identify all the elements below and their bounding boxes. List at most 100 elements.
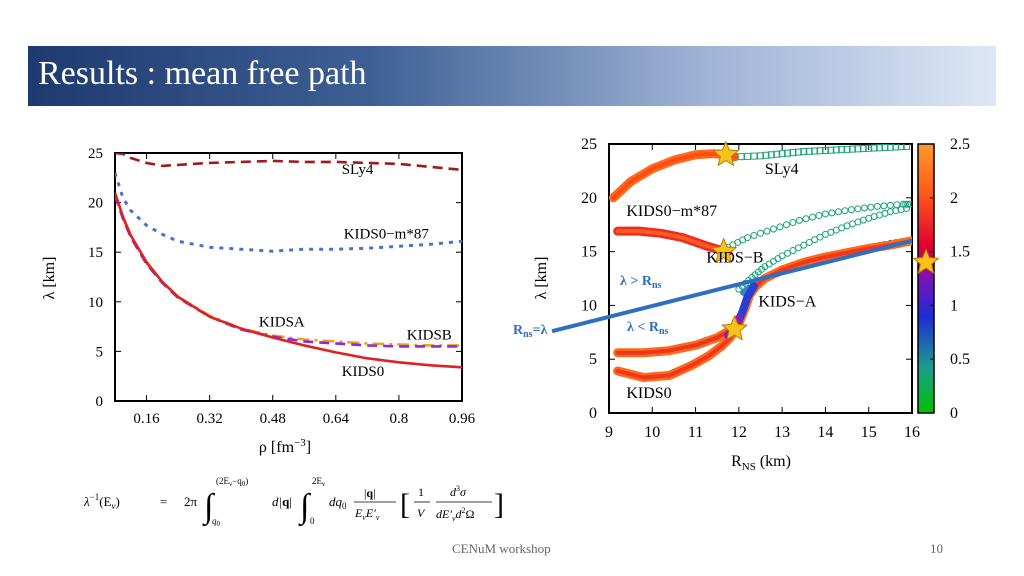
data-point	[904, 200, 912, 208]
data-point	[860, 204, 868, 212]
data-point	[805, 147, 813, 155]
slide-title-bar: Results : mean free path	[28, 46, 996, 106]
colorbar-tick-label: 0.5	[950, 351, 970, 368]
data-point	[859, 145, 867, 153]
data-point	[841, 207, 849, 215]
data-point	[778, 252, 786, 260]
left-y-tick-label: 10	[88, 295, 103, 311]
formula-dq0: dq0	[329, 494, 347, 511]
data-point	[815, 212, 823, 220]
data-point	[767, 151, 775, 159]
data-point	[744, 234, 752, 242]
series-sly4-core	[611, 151, 737, 200]
data-point	[773, 150, 781, 158]
lambda-less-than-rns-annotation: λ < Rns	[627, 320, 669, 337]
mean-free-path-formula: λ−1(Eν) = 2π ∫ (2Eν−q0) q0 d|q| ∫ 2Eν 0 …	[84, 476, 504, 528]
data-point	[784, 249, 792, 257]
data-point	[800, 241, 808, 249]
formula-lhs: λ−1(Eν)	[84, 492, 120, 511]
data-point	[886, 201, 894, 209]
data-point	[821, 146, 829, 154]
data-point	[757, 229, 764, 237]
data-point	[808, 213, 816, 221]
data-point	[802, 215, 810, 223]
left-x-axis-label: ρ [fm−3]	[259, 437, 311, 456]
data-point	[776, 223, 784, 231]
formula-dq: d|q|	[272, 494, 292, 509]
left-plot-frame	[114, 152, 463, 402]
formula-right-bracket: ]	[494, 488, 504, 521]
left-series-group	[115, 153, 462, 369]
right-x-tick-label: 15	[861, 424, 877, 441]
formula-integral-1-lower: q0	[212, 516, 221, 528]
right-y-tick-label: 10	[581, 297, 597, 314]
data-point	[865, 144, 873, 152]
left-x-tick-label: 0.64	[323, 411, 350, 427]
left-y-tick-label: 5	[96, 344, 104, 360]
data-point	[805, 238, 813, 246]
formula-coefficient: 2π	[184, 494, 198, 509]
formula-frac1-den: EνE′ν	[354, 506, 380, 522]
data-point	[789, 219, 797, 227]
rns-equals-lambda-annotation: Rns=λ	[513, 323, 548, 340]
data-point	[834, 208, 842, 216]
right-x-tick-label: 12	[731, 424, 747, 441]
data-point	[795, 216, 803, 224]
right-y-tick-label: 20	[581, 190, 597, 207]
colorbar-tick-label: 2.5	[950, 136, 970, 153]
data-point	[784, 149, 792, 157]
formula-integral-2-lower: 0	[310, 516, 315, 526]
data-point	[870, 144, 878, 152]
data-point	[821, 210, 829, 218]
data-point	[794, 244, 802, 252]
curve-label: KIDS0−m*87	[344, 226, 430, 242]
star-marker	[712, 140, 740, 167]
data-point	[867, 203, 875, 211]
right-curve-labels: SLy4 KIDS0−m*87 KIDS−B KIDS−A KIDS0	[626, 161, 816, 402]
curve-label: KIDS0−m*87	[626, 203, 717, 220]
data-point	[750, 152, 758, 160]
right-plot-frame	[608, 143, 913, 414]
data-point	[811, 147, 819, 155]
data-point	[843, 145, 851, 153]
data-point	[886, 144, 894, 151]
formula-equals: =	[160, 494, 167, 509]
left-curve-labels: SLy4 KIDS0−m*87 KIDSA KIDSB KIDS0	[259, 162, 452, 380]
data-point	[893, 201, 901, 209]
left-y-tick-label: 25	[88, 146, 103, 162]
data-point	[828, 209, 836, 217]
series-kids0-m-87	[115, 172, 462, 253]
mean-free-path-vs-density-chart: 0.16 0.32 0.48 0.64 0.8 0.96 0 5 10 15 20 25 SLy4 KI…	[41, 146, 476, 456]
data-point	[789, 149, 797, 157]
colorbar: 0 0.5 1 1.5 2 2.5	[912, 136, 970, 422]
series-kids-a-lower-core	[615, 327, 735, 355]
right-y-axis-label: λ [km]	[533, 257, 550, 300]
data-point	[892, 144, 900, 151]
curve-label: KIDS0	[626, 385, 671, 402]
data-point	[881, 144, 889, 151]
series-kids0	[115, 192, 462, 369]
colorbar-star-marker	[912, 248, 940, 274]
left-x-tick-label: 0.48	[260, 411, 286, 427]
left-x-tick-label: 0.96	[449, 411, 476, 427]
star-marker	[720, 314, 749, 341]
colorbar-tick-label: 2	[950, 190, 958, 207]
data-point	[847, 206, 855, 214]
data-point	[897, 144, 905, 151]
data-point	[902, 200, 910, 208]
colorbar-tick-label: 0	[950, 405, 958, 422]
rns-equals-lambda-line	[551, 238, 913, 334]
data-point	[880, 202, 888, 210]
data-point	[838, 146, 846, 154]
left-y-tick-label: 20	[88, 196, 103, 212]
data-point	[903, 205, 911, 213]
curve-label: KIDSB	[407, 327, 452, 343]
left-x-tick-label: 0.32	[197, 411, 223, 427]
right-x-tick-label: 14	[817, 424, 833, 441]
footer-text: CENuM workshop	[452, 541, 551, 556]
data-point	[794, 148, 802, 156]
data-point	[763, 227, 771, 235]
left-axes: 0.16 0.32 0.48 0.64 0.8 0.96 0 5 10 15 20 25	[88, 146, 476, 427]
data-point	[848, 145, 856, 153]
data-point	[832, 146, 840, 154]
